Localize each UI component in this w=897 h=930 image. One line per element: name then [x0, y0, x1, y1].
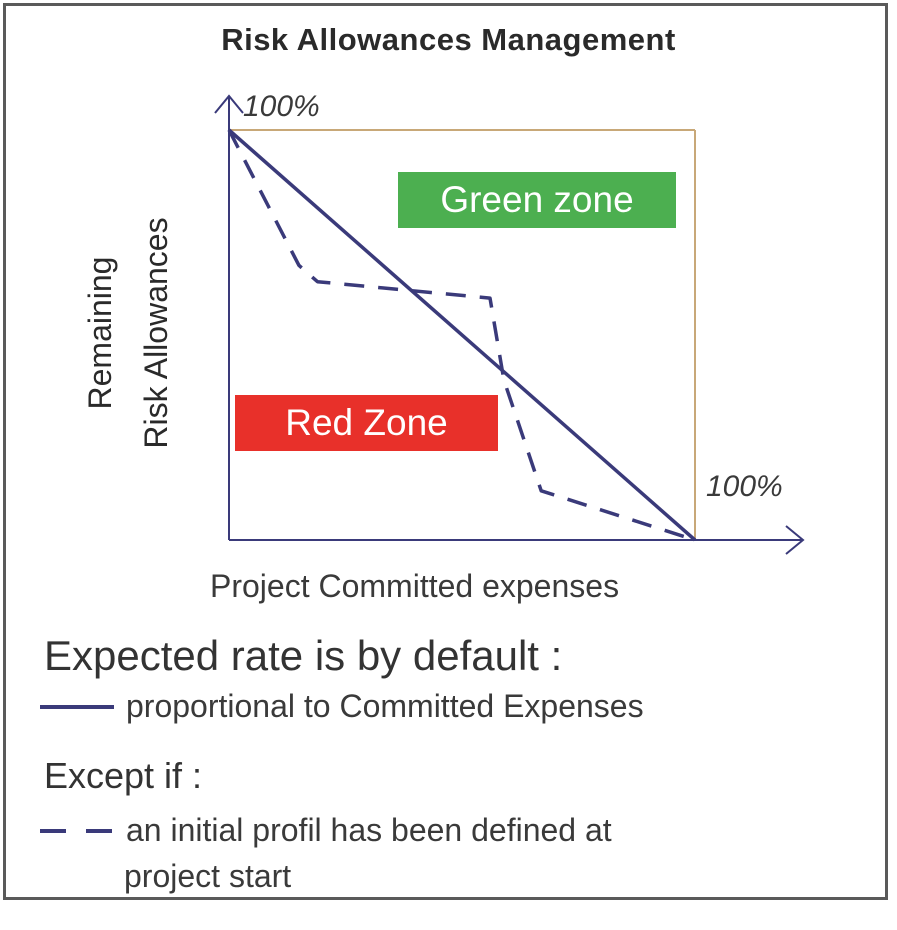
legend-dashed-label-continued: project start [124, 858, 292, 894]
expected-rate-line [227, 128, 697, 542]
y-axis-arrowhead [214, 94, 244, 114]
x-axis-arrowhead [785, 525, 805, 555]
x-max-tick-label: 100% [706, 470, 783, 503]
dashed-line-swatch [40, 828, 114, 833]
legend-heading: Expected rate is by default : [44, 632, 563, 679]
legend-except-heading: Except if : [44, 755, 203, 796]
legend-dashed-label: an initial profil has been defined at [126, 812, 612, 848]
y-axis-label-line2: Risk Allowances [138, 217, 174, 449]
red-zone-label: Red Zone [235, 395, 498, 451]
x-axis-label: Project Committed expenses [210, 568, 620, 604]
green-zone-label: Green zone [398, 172, 676, 228]
y-max-tick-label: 100% [243, 90, 320, 123]
legend-item-solid: proportional to Committed Expenses [40, 688, 644, 725]
y-axis-label: Remaining Risk Allowances [72, 153, 184, 513]
legend-item-dashed: an initial profil has been defined at [40, 812, 612, 849]
y-axis-label-line1: Remaining [82, 256, 118, 410]
initial-profile-line [227, 129, 696, 542]
figure-frame [3, 3, 888, 900]
diagram-title: Risk Allowances Management [221, 22, 676, 57]
solid-line-swatch [40, 704, 114, 709]
legend-solid-label: proportional to Committed Expenses [126, 688, 644, 724]
